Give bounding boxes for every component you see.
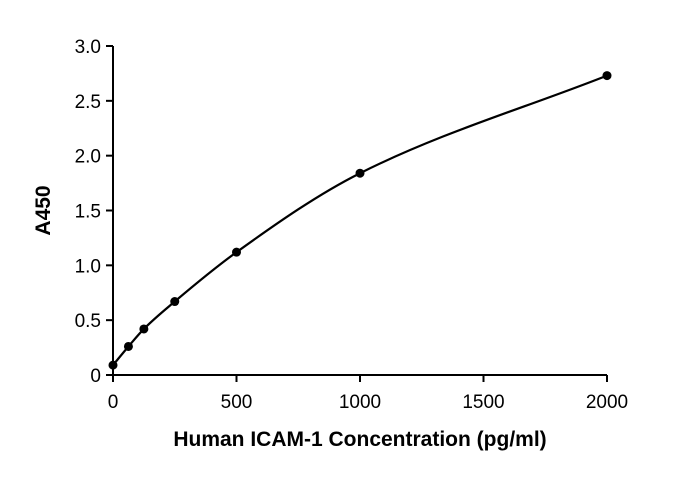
- data-point: [232, 247, 241, 257]
- data-point: [139, 324, 149, 334]
- x-tick-label: 1500: [462, 392, 504, 413]
- y-tick-label: 1.0: [75, 256, 101, 277]
- y-tick-label: 2.0: [75, 147, 101, 168]
- x-tick-label: 0: [108, 392, 119, 413]
- data-point: [123, 341, 133, 351]
- x-tick-label: 1000: [339, 392, 381, 413]
- x-axis-title: Human ICAM-1 Concentration (pg/ml): [173, 428, 546, 451]
- data-series: [108, 71, 612, 370]
- data-point: [602, 71, 612, 81]
- x-tick-label: 500: [221, 392, 253, 413]
- y-tick-label: 1.5: [75, 202, 101, 223]
- y-axis: 0 0.5 1.0 1.5 2.0 2.5 3.0: [75, 37, 114, 387]
- fit-curve: [112, 74, 608, 366]
- x-tick-label: 2000: [586, 392, 628, 413]
- y-tick-label: 0.5: [75, 311, 101, 332]
- data-point: [170, 297, 180, 307]
- y-axis-title: A450: [32, 185, 55, 235]
- y-tick-label: 3.0: [75, 37, 101, 58]
- y-tick-label: 2.5: [75, 92, 101, 113]
- y-tick-label: 0: [90, 366, 101, 387]
- x-axis: 0 500 1000 1500 2000: [108, 374, 628, 413]
- data-point: [108, 360, 118, 370]
- data-point: [355, 168, 365, 178]
- plot-area: 0 0.5 1.0 1.5 2.0 2.5 3.0 0 500 1000 1500 2000: [75, 37, 629, 413]
